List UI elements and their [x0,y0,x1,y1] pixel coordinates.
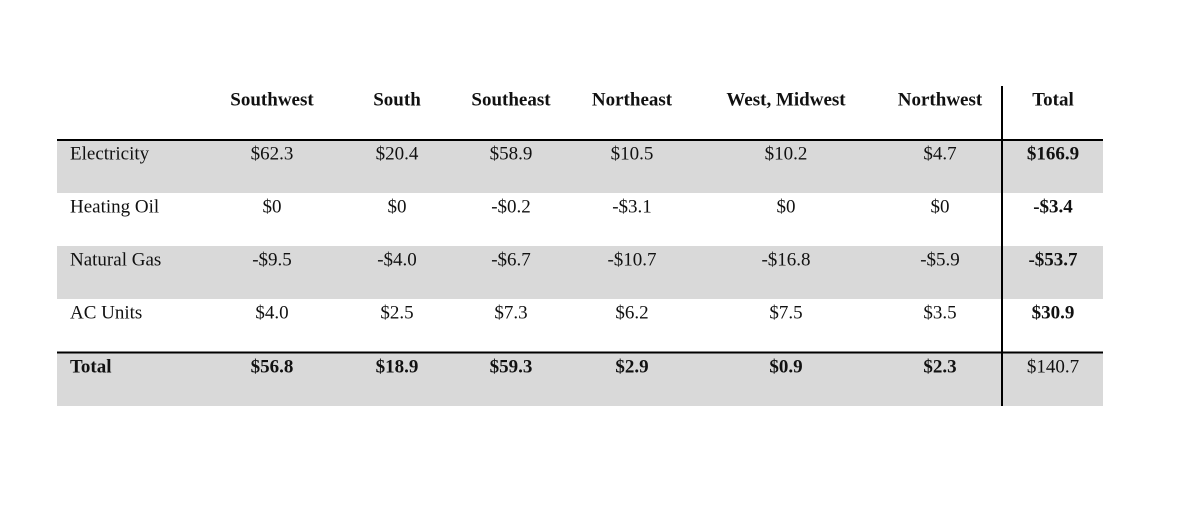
cell: -$9.5 [252,249,292,270]
cell: $2.5 [380,302,413,323]
cell: $59.3 [490,356,533,377]
cell: $10.5 [611,143,654,164]
cell: $58.9 [490,143,533,164]
column-header: Southwest [230,89,314,110]
row-label: Total [70,356,112,377]
cell: $0 [777,196,796,217]
cell: $0 [931,196,950,217]
cell: $6.2 [615,302,648,323]
row-band [57,353,1103,406]
column-header: Total [1032,89,1074,110]
row-label: Heating Oil [70,196,159,217]
cell: -$3.1 [612,196,652,217]
row-band [57,246,1103,299]
cell: $0.9 [769,356,802,377]
cell: $166.9 [1027,143,1079,164]
column-header: Northwest [898,89,983,110]
cell: -$10.7 [607,249,656,270]
cell: $4.0 [255,302,288,323]
column-header: Northeast [592,89,673,110]
row-label: Natural Gas [70,249,161,270]
cell: $56.8 [251,356,294,377]
cell: $18.9 [376,356,419,377]
cell: $62.3 [251,143,294,164]
cell: -$16.8 [761,249,810,270]
cell: $2.3 [923,356,956,377]
cell: -$53.7 [1028,249,1078,270]
cell: $0 [263,196,282,217]
cell: -$5.9 [920,249,960,270]
cell: -$0.2 [491,196,531,217]
cell: $30.9 [1032,302,1075,323]
cell: $4.7 [923,143,956,164]
column-header: South [373,89,421,110]
cell: -$4.0 [377,249,417,270]
row-label: Electricity [70,143,150,164]
cell: -$3.4 [1033,196,1073,217]
cell: $7.3 [494,302,527,323]
row-label: AC Units [70,302,142,323]
cell: $3.5 [923,302,956,323]
cell: -$6.7 [491,249,531,270]
cell: $140.7 [1027,356,1079,377]
column-header: Southeast [471,89,551,110]
cell: $0 [388,196,407,217]
cell: $20.4 [376,143,419,164]
row-band [57,140,1103,193]
cell: $7.5 [769,302,802,323]
column-header: West, Midwest [726,89,846,110]
cell: $2.9 [615,356,648,377]
cell: $10.2 [765,143,808,164]
